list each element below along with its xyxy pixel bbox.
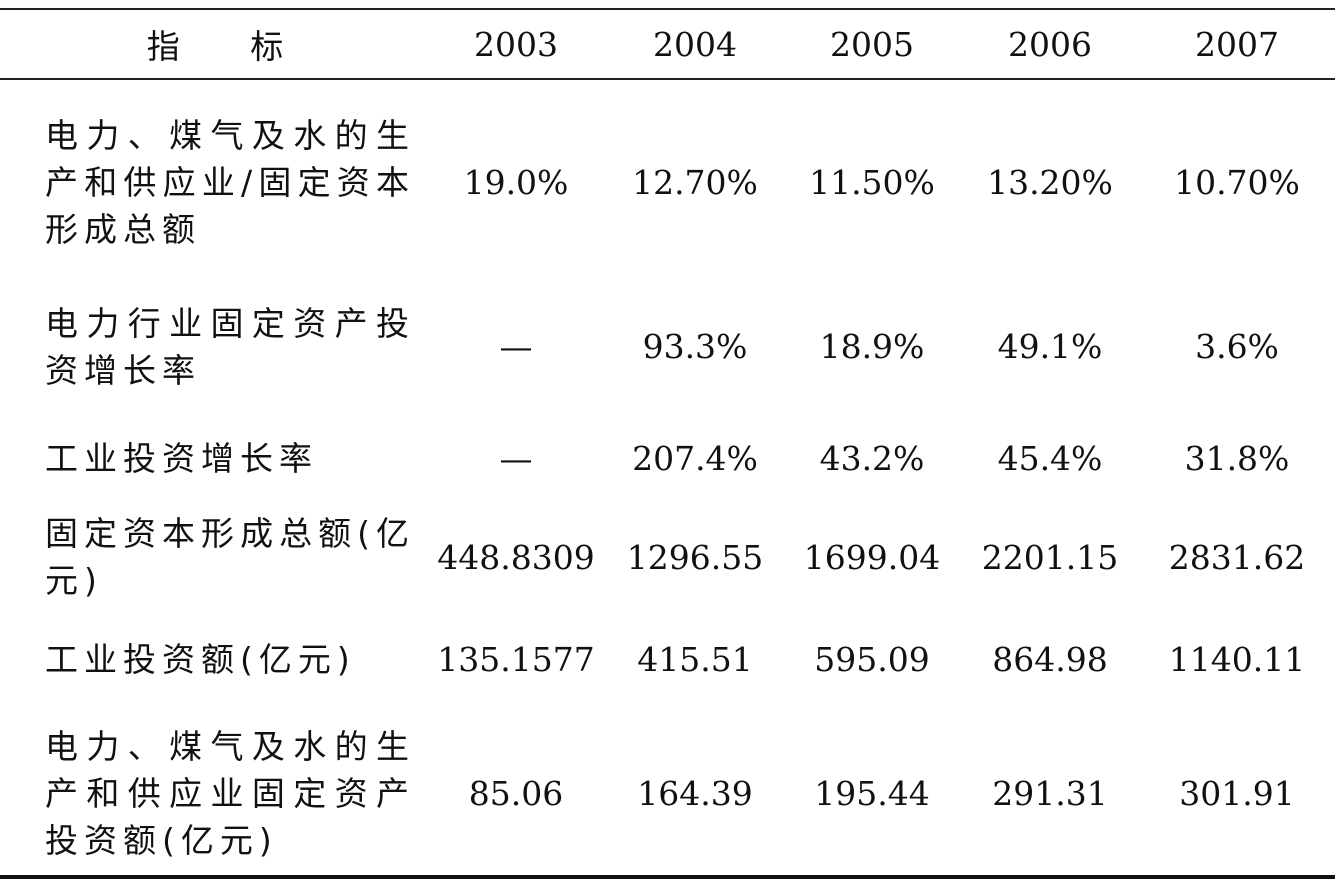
- table-cell: 45.4%: [997, 438, 1103, 478]
- data-table: 指 标 2003 2004 2005 2006 2007 电力、煤气及水的生产和供应业/固…: [0, 8, 1335, 879]
- table-cell: 93.3%: [642, 327, 748, 366]
- table-cell: —: [499, 327, 533, 366]
- table-cell: 207.4%: [632, 438, 758, 478]
- table-cell: 2201.15: [981, 537, 1119, 577]
- table-cell: 1140.11: [1168, 639, 1306, 679]
- table-cell: 12.70%: [632, 162, 758, 202]
- header-cell: 指 标: [0, 9, 425, 80]
- header-row: 指 标 2003 2004 2005 2006 2007: [0, 9, 1335, 80]
- table-cell: 85.06: [468, 773, 564, 813]
- table-row: 固定资本形成总额(亿元) 448.8309 1296.55 1699.04 2201.1…: [0, 507, 1335, 607]
- table-cell: 301.91: [1179, 773, 1295, 813]
- table-row: 工业投资额(亿元) 135.1577 415.51 595.09 864.98 1140.…: [0, 607, 1335, 711]
- table-cell: 291.31: [992, 773, 1108, 813]
- table-cell: 19.0%: [463, 162, 569, 202]
- table-cell: 135.1577: [437, 639, 595, 679]
- table-cell: 11.50%: [809, 162, 935, 202]
- row-label: 固定资本形成总额(亿元): [45, 514, 415, 600]
- table-cell: 448.8309: [437, 537, 595, 577]
- table-cell: 164.39: [637, 773, 753, 813]
- table-cell: 31.8%: [1184, 438, 1290, 478]
- table-cell: —: [499, 438, 533, 478]
- table-cell: 195.44: [814, 773, 930, 813]
- table-row: 电力、煤气及水的生产和供应业固定资产投资额(亿元) 85.06 164.39 195.…: [0, 711, 1335, 877]
- header-cell: 2003: [425, 9, 607, 80]
- row-label: 电力、煤气及水的生产和供应业固定资产投资额(亿元): [45, 726, 415, 860]
- table-cell: 49.1%: [997, 327, 1103, 366]
- table-cell: 43.2%: [819, 438, 925, 478]
- header-cell: 2007: [1139, 9, 1335, 80]
- table-row: 工业投资增长率 — 207.4% 43.2% 45.4% 31.8%: [0, 409, 1335, 507]
- table-body: 电力、煤气及水的生产和供应业/固定资本形成总额 19.0% 12.70% 11.50%…: [0, 79, 1335, 877]
- row-label: 电力行业固定资产投资增长率: [45, 303, 415, 390]
- table-cell: 2831.62: [1168, 537, 1306, 577]
- table-row: 电力、煤气及水的生产和供应业/固定资本形成总额 19.0% 12.70% 11.50%…: [0, 79, 1335, 284]
- row-label: 工业投资增长率: [45, 438, 318, 478]
- table-cell: 595.09: [814, 639, 930, 679]
- table-cell: 3.6%: [1195, 327, 1279, 366]
- header-cell: 2004: [607, 9, 783, 80]
- table-cell: 13.20%: [987, 162, 1113, 202]
- row-label: 工业投资额(亿元): [45, 639, 356, 679]
- header-cell: 2005: [783, 9, 961, 80]
- table-row: 电力行业固定资产投资增长率 — 93.3% 18.9% 49.1% 3.6%: [0, 284, 1335, 409]
- table-cell: 864.98: [992, 639, 1108, 679]
- row-label: 电力、煤气及水的生产和供应业/固定资本形成总额: [45, 115, 415, 249]
- table-cell: 1699.04: [803, 537, 941, 577]
- table-cell: 1296.55: [626, 537, 764, 577]
- table-cell: 10.70%: [1174, 162, 1300, 202]
- header-cell: 2006: [961, 9, 1139, 80]
- table-container: 指 标 2003 2004 2005 2006 2007 电力、煤气及水的生产和供应业/固…: [0, 8, 1335, 879]
- table-cell: 18.9%: [819, 327, 925, 366]
- table-cell: 415.51: [637, 639, 753, 679]
